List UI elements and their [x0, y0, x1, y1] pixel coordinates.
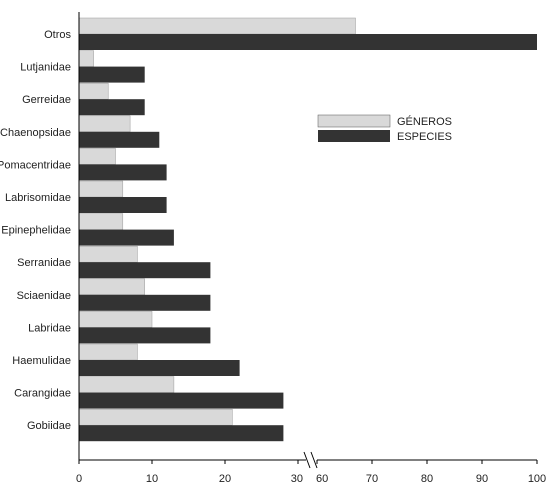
bar-generos-sciaenidae [78, 278, 145, 296]
legend-label-generos: GÉNEROS [397, 115, 452, 128]
bar-especies-labrisomidae [79, 197, 167, 213]
bar-generos-labridae [78, 311, 153, 328]
category-label-epinephelidae: Epinephelidae [1, 225, 71, 237]
axis-break-icon [303, 451, 318, 469]
x-tick-label-90: 90 [476, 473, 488, 485]
category-label-labrisomidae: Labrisomidae [5, 192, 71, 204]
bar-generos-labrisomidae [78, 180, 124, 198]
bar-generos-pomacentridae [78, 148, 116, 165]
bar-generos-gobiidae [78, 408, 233, 426]
category-label-carangidae: Carangidae [14, 388, 71, 400]
x-tick-label-20: 20 [219, 473, 231, 485]
bar-especies-sciaenidae [79, 294, 211, 311]
x-axis-ticks: 0 10 20 30 60 70 80 90 100 [76, 460, 546, 485]
x-tick-label-80: 80 [421, 473, 433, 485]
bar-generos-haemulidae [78, 343, 138, 361]
category-label-gobiidae: Gobiidae [27, 420, 71, 432]
bar-generos-chaenopsidae [78, 115, 131, 133]
bar-especies-chaenopsidae [79, 131, 160, 148]
bar-generos-gerreidae [78, 82, 109, 100]
category-label-gerreidae: Gerreidae [22, 94, 71, 106]
bar-especies-gerreidae [79, 99, 145, 116]
category-label-lutjanidae: Lutjanidae [20, 62, 71, 74]
bar-generos-epinephelidae [78, 213, 124, 230]
legend-swatch-especies [318, 130, 390, 142]
legend: GÉNEROS ESPECIES [317, 114, 452, 143]
category-label-sciaenidae: Sciaenidae [17, 290, 71, 302]
category-label-chaenopsidae: Chaenopsidae [0, 127, 71, 139]
bar-especies-otros [79, 34, 537, 50]
x-tick-label-30: 30 [291, 473, 303, 485]
category-label-labridae: Labridae [28, 322, 71, 334]
bar-especies-serranidae [79, 262, 211, 279]
category-label-serranidae: Serranidae [17, 257, 71, 269]
category-label-haemulidae: Haemulidae [12, 355, 71, 367]
bar-generos-carangidae [78, 376, 175, 393]
bar-especies-carangidae [79, 392, 284, 409]
x-tick-label-10: 10 [146, 473, 158, 485]
bar-especies-pomacentridae [79, 164, 167, 181]
bars-group [78, 17, 537, 442]
bar-generos-lutjanidae [78, 50, 94, 67]
bar-especies-lutjanidae [79, 66, 145, 83]
category-label-pomacentridae: Pomacentridae [0, 159, 71, 171]
legend-swatch-generos [317, 114, 391, 128]
legend-label-especies: ESPECIES [397, 131, 452, 143]
bar-especies-epinephelidae [79, 229, 174, 246]
bar-especies-labridae [79, 327, 211, 344]
bar-especies-haemulidae [79, 360, 240, 376]
bar-especies-gobiidae [79, 425, 284, 442]
category-labels: Otros Lutjanidae Gerreidae Chaenopsidae Poma… [0, 29, 71, 432]
x-tick-label-100: 100 [528, 473, 546, 485]
bar-generos-otros [78, 17, 356, 35]
x-tick-label-0: 0 [76, 473, 82, 485]
bar-generos-serranidae [78, 245, 138, 263]
category-label-otros: Otros [44, 29, 71, 41]
x-tick-label-60: 60 [316, 473, 328, 485]
x-tick-label-70: 70 [366, 473, 378, 485]
